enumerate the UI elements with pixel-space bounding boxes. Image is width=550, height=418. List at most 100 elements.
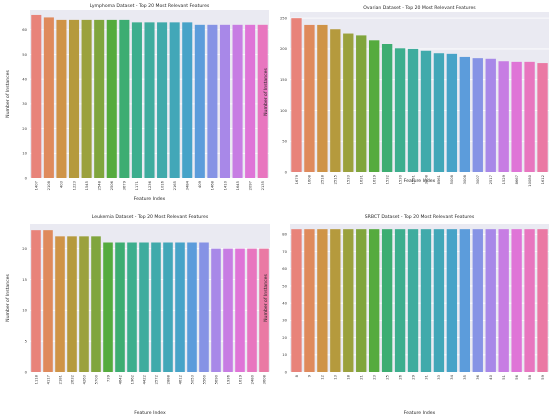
x-tick-label: 26: [398, 374, 402, 379]
y-tick-label: 0: [285, 370, 288, 374]
bar: [537, 229, 548, 372]
x-tick-label: 1619: [372, 174, 376, 184]
x-axis-label: Feature Index: [404, 178, 436, 184]
lymphoma-chart: Lymphoma Dataset - Top 20 Most Relevant …: [5, 3, 269, 202]
x-tick-label: 59: [541, 374, 545, 379]
x-tick-label: 4117: [46, 374, 50, 384]
x-tick-label: 1962: [130, 375, 134, 384]
x-tick-label: 1645: [236, 180, 240, 190]
y-tick-label: 30: [282, 319, 287, 323]
bar: [119, 19, 130, 178]
chart-title: SRBCT Dataset - Top 20 Most Relevant Fea…: [365, 214, 475, 220]
bar: [106, 19, 117, 178]
x-tick-label: 2135: [261, 180, 265, 190]
y-axis-label: Number of Instances: [263, 68, 269, 116]
x-tick-label: 1407: [35, 180, 39, 190]
bar: [511, 61, 522, 172]
x-tick-label: 5053: [190, 374, 194, 384]
x-tick-label: 4263: [82, 374, 86, 384]
bar: [291, 229, 302, 372]
x-tick-label: 5700: [94, 374, 98, 384]
x-tick-label: 409: [198, 180, 202, 188]
x-tick-label: 739: [106, 374, 110, 382]
y-tick-label: 20: [22, 247, 27, 251]
y-tick-label: 30: [22, 102, 27, 106]
x-tick-label: 51: [502, 375, 506, 380]
x-tick-label: 3484: [186, 180, 190, 190]
x-tick-label: 2181: [58, 375, 62, 384]
x-tick-label: 56: [515, 374, 519, 379]
x-tick-label: 2572: [154, 375, 158, 384]
x-tick-label: 25: [385, 374, 389, 379]
y-tick-label: 100: [280, 109, 288, 113]
y-tick-label: 20: [282, 336, 287, 340]
bar: [43, 17, 54, 179]
y-axis-label: Number of Instances: [5, 70, 11, 118]
bar: [394, 48, 406, 172]
x-tick-label: 1171: [135, 181, 139, 190]
chart-title: Leukemia Dataset - Top 20 Most Relevant …: [92, 214, 209, 220]
bar: [68, 19, 80, 178]
bar: [407, 229, 419, 372]
bar: [131, 22, 142, 179]
x-tick-label: 1936: [226, 374, 230, 384]
chart-title: Ovarian Dataset - Top 20 Most Relevant F…: [363, 5, 476, 11]
x-tick-label: 1529: [502, 174, 506, 184]
bar: [407, 48, 419, 172]
y-tick-label: 50: [282, 284, 287, 288]
y-tick-label: 10: [22, 309, 27, 313]
y-tick-label: 10: [282, 353, 287, 357]
bar: [79, 236, 89, 372]
x-tick-label: 8561: [437, 175, 441, 184]
bar: [219, 24, 231, 178]
y-tick-label: 5: [25, 339, 28, 343]
x-tick-label: 2480: [250, 374, 254, 384]
x-tick-label: 5560: [202, 374, 206, 384]
bar: [31, 14, 42, 178]
bar: [94, 19, 105, 178]
x-tick-label: 1530: [398, 174, 402, 184]
y-axis-label: Number of Instances: [5, 274, 11, 322]
x-tick-label: 3608: [262, 374, 266, 384]
bar: [103, 242, 113, 372]
y-tick-label: 80: [282, 233, 287, 237]
bar: [330, 229, 341, 372]
bar: [394, 229, 406, 372]
x-tick-label: 21: [360, 375, 364, 380]
bar: [194, 24, 205, 178]
y-tick-label: 0: [25, 370, 28, 374]
x-tick-label: 2548: [97, 180, 101, 190]
bar: [56, 19, 67, 178]
bar: [472, 58, 483, 172]
x-tick-label: 3007: [476, 174, 480, 184]
x-tick-label: 10080: [528, 174, 532, 186]
x-tick-label: 403: [60, 180, 64, 188]
x-tick-label: 1118: [34, 374, 38, 384]
bar: [207, 24, 218, 178]
bar: [247, 248, 257, 372]
bar: [91, 236, 101, 372]
y-tick-label: 250: [280, 16, 288, 20]
x-tick-label: 1532: [385, 175, 389, 184]
y-tick-label: 150: [280, 78, 288, 82]
y-tick-label: 50: [22, 53, 27, 57]
bar: [498, 229, 509, 372]
x-tick-label: 5008: [450, 174, 454, 184]
bar: [169, 22, 180, 179]
bar: [381, 229, 393, 372]
bar: [115, 242, 125, 372]
x-tick-label: 1016: [160, 180, 164, 190]
x-axis-label: Feature Index: [134, 410, 166, 416]
x-tick-label: 33: [437, 374, 441, 379]
bar: [459, 229, 471, 372]
bar: [317, 24, 328, 172]
x-tick-label: 3679: [123, 180, 127, 190]
x-tick-label: 1531: [411, 175, 415, 184]
x-tick-label: 5690: [214, 374, 218, 384]
bar: [459, 56, 471, 172]
plot-area: [30, 224, 270, 372]
bar: [223, 248, 233, 372]
x-tick-label: 2506: [110, 180, 114, 190]
x-axis-label: Feature Index: [404, 410, 436, 416]
